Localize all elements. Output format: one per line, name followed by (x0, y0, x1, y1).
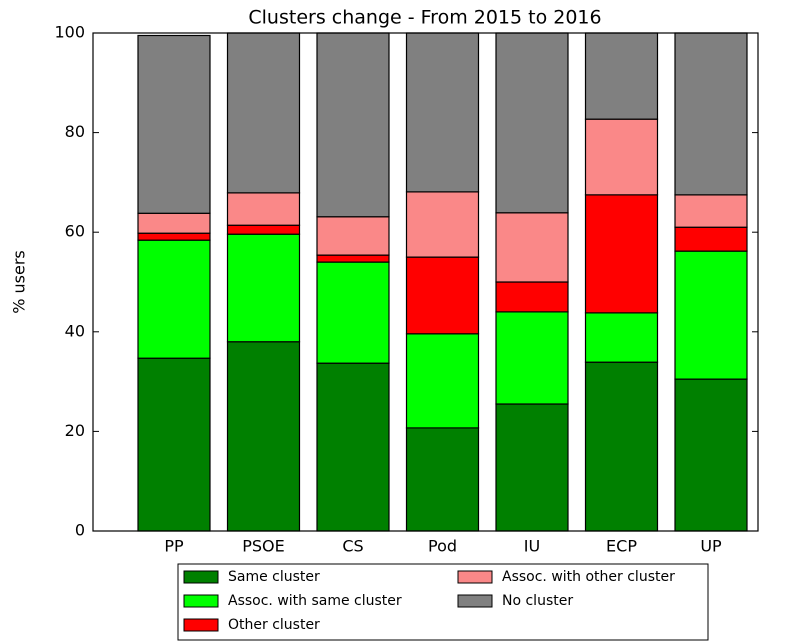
bar-segment (137, 212, 211, 234)
y-tick-label: 60 (65, 222, 85, 241)
bar-segment (495, 212, 569, 283)
bar-segment (584, 312, 659, 363)
bar-segment (405, 427, 480, 532)
x-tick-label: CS (342, 537, 363, 556)
bar-segment (316, 32, 390, 218)
legend-swatch (183, 594, 219, 608)
x-tick-label: PSOE (242, 537, 285, 556)
bar-segment (316, 362, 390, 532)
legend-label: No cluster (502, 593, 573, 609)
chart-title: Clusters change - From 2015 to 2016 (248, 7, 601, 29)
bar-segment (495, 403, 569, 532)
bar-segment (316, 254, 390, 263)
y-tick-label: 20 (65, 421, 85, 440)
legend-swatch (457, 570, 493, 584)
bar-segment (674, 32, 748, 196)
bar-segment (584, 194, 659, 314)
x-tick-label: ECP (606, 537, 637, 556)
x-tick-label: IU (524, 537, 540, 556)
y-tick-label: 80 (65, 122, 85, 141)
bar-segment (584, 118, 659, 196)
x-tick-label: PP (164, 537, 184, 556)
legend-label: Assoc. with other cluster (502, 569, 675, 585)
bar-segment (495, 281, 569, 313)
bar-segment (405, 191, 480, 258)
plot-frame (92, 32, 759, 532)
bar-segment (674, 194, 748, 228)
bar-segment (584, 361, 659, 532)
x-tick-label: Pod (428, 537, 457, 556)
bar-segment (137, 239, 211, 359)
bar-segment (674, 250, 748, 380)
y-tick-label: 40 (65, 321, 85, 340)
legend-swatch (457, 594, 493, 608)
bar-segment (674, 226, 748, 252)
x-tick-label: UP (700, 537, 722, 556)
bar-segment (226, 32, 301, 194)
bar-segment (226, 233, 301, 343)
bar-segment (405, 256, 480, 335)
bar-segment (405, 32, 480, 193)
legend-swatch (183, 618, 219, 632)
bar-segment (137, 34, 211, 214)
bar-segment (137, 232, 211, 241)
bar-segment (495, 311, 569, 405)
y-axis-label: % users (10, 250, 29, 314)
bar-segment (584, 32, 659, 120)
bar-segment (226, 224, 301, 235)
legend-box (177, 563, 709, 641)
legend-swatch (183, 570, 219, 584)
legend-label: Same cluster (228, 569, 320, 585)
legend-label: Assoc. with same cluster (228, 593, 402, 609)
legend-label: Other cluster (228, 617, 320, 633)
y-tick-label: 100 (54, 23, 85, 42)
bar-segment (495, 32, 569, 214)
bar-segment (405, 333, 480, 429)
bar-segment (316, 216, 390, 256)
y-tick-label: 0 (75, 521, 85, 540)
bar-segment (226, 341, 301, 532)
bar-segment (674, 378, 748, 532)
bar-segment (226, 192, 301, 226)
bar-segment (137, 357, 211, 532)
bar-segment (316, 261, 390, 364)
